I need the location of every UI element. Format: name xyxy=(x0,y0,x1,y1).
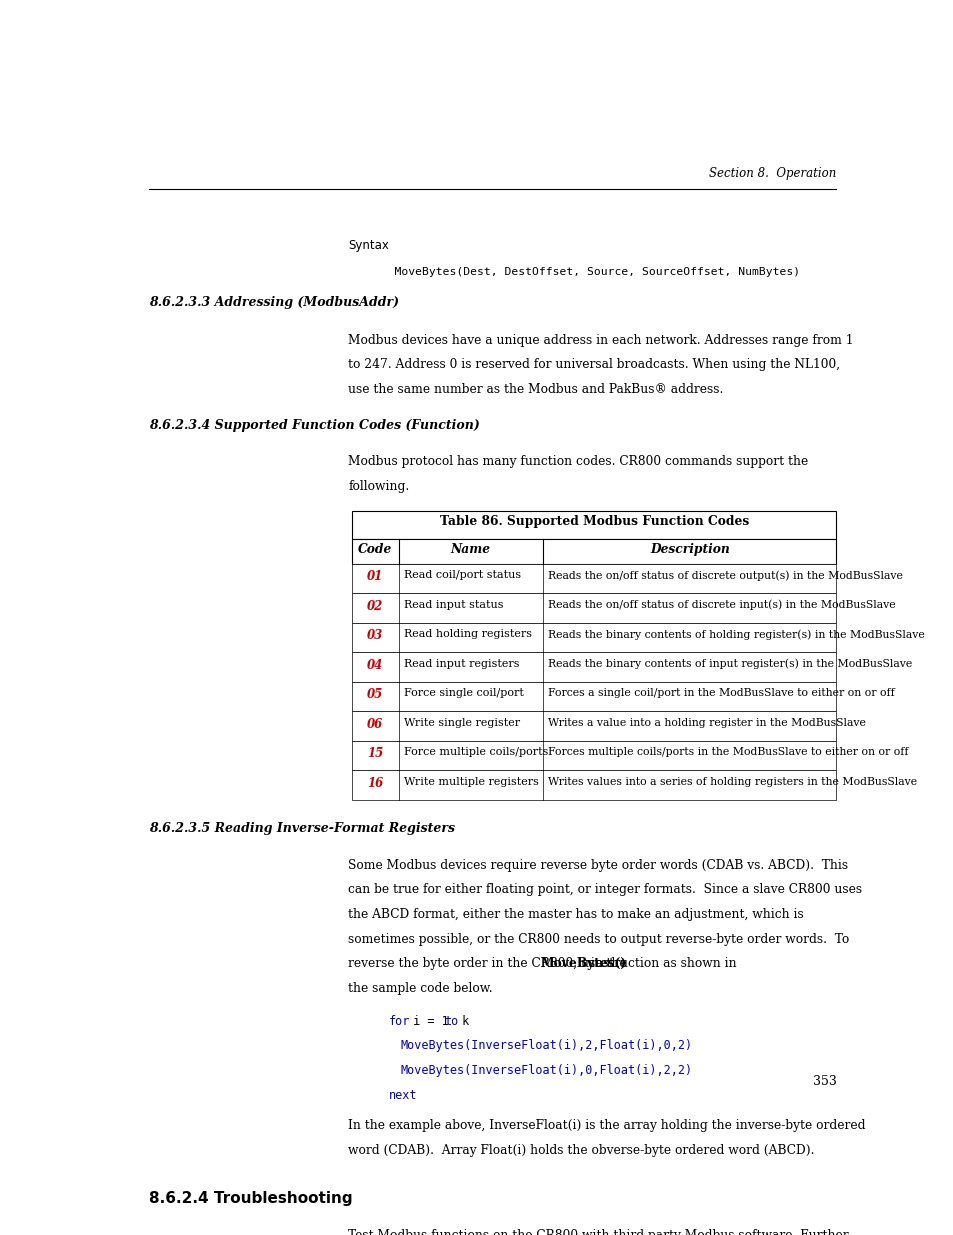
Text: 05: 05 xyxy=(367,688,383,701)
Text: Test Modbus functions on the CR800 with third party Modbus software. Further: Test Modbus functions on the CR800 with … xyxy=(348,1229,848,1235)
Text: 8.6.2.3.4 Supported Function Codes (Function): 8.6.2.3.4 Supported Function Codes (Func… xyxy=(149,419,479,432)
Bar xyxy=(352,563,836,593)
Text: Description: Description xyxy=(649,543,729,556)
Text: Name: Name xyxy=(451,543,490,556)
Text: Table 86. Supported Modbus Function Codes: Table 86. Supported Modbus Function Code… xyxy=(439,515,748,529)
Text: Read input status: Read input status xyxy=(403,600,503,610)
Bar xyxy=(352,741,836,771)
Text: Reads the on/off status of discrete output(s) in the ModBusSlave: Reads the on/off status of discrete outp… xyxy=(547,571,902,580)
Text: Writes a value into a holding register in the ModBusSlave: Writes a value into a holding register i… xyxy=(547,718,865,727)
Text: Modbus protocol has many function codes. CR800 commands support the: Modbus protocol has many function codes.… xyxy=(348,456,808,468)
Text: Forces a single coil/port in the ModBusSlave to either on or off: Forces a single coil/port in the ModBusS… xyxy=(547,688,894,698)
Text: 8.6.2.3.3 Addressing (ModbusAddr): 8.6.2.3.3 Addressing (ModbusAddr) xyxy=(149,295,398,309)
Text: Force multiple coils/ports: Force multiple coils/ports xyxy=(403,747,548,757)
Text: Forces multiple coils/ports in the ModBusSlave to either on or off: Forces multiple coils/ports in the ModBu… xyxy=(547,747,907,757)
Text: reverse the byte order in the CR800, use the: reverse the byte order in the CR800, use… xyxy=(348,957,630,971)
Text: 15: 15 xyxy=(367,747,383,761)
Text: to: to xyxy=(443,1014,457,1028)
Bar xyxy=(352,682,836,711)
Text: to 247. Address 0 is reserved for universal broadcasts. When using the NL100,: to 247. Address 0 is reserved for univer… xyxy=(348,358,840,372)
Text: Reads the on/off status of discrete input(s) in the ModBusSlave: Reads the on/off status of discrete inpu… xyxy=(547,600,895,610)
Text: next: next xyxy=(389,1089,417,1102)
Text: 16: 16 xyxy=(367,777,383,789)
Text: word (CDAB).  Array Float(i) holds the obverse-byte ordered word (ABCD).: word (CDAB). Array Float(i) holds the ob… xyxy=(348,1144,814,1157)
Text: Read coil/port status: Read coil/port status xyxy=(403,571,520,580)
Text: Force single coil/port: Force single coil/port xyxy=(403,688,523,698)
Text: 03: 03 xyxy=(367,630,383,642)
Text: Reads the binary contents of holding register(s) in the ModBusSlave: Reads the binary contents of holding reg… xyxy=(547,630,923,640)
Text: Writes values into a series of holding registers in the ModBusSlave: Writes values into a series of holding r… xyxy=(547,777,916,787)
Bar xyxy=(352,771,836,799)
Text: Read input registers: Read input registers xyxy=(403,658,518,669)
Text: k: k xyxy=(455,1014,469,1028)
Text: Some Modbus devices require reverse byte order words (CDAB vs. ABCD).  This: Some Modbus devices require reverse byte… xyxy=(348,858,847,872)
Text: the ABCD format, either the master has to make an adjustment, which is: the ABCD format, either the master has t… xyxy=(348,908,803,921)
Text: i = 1: i = 1 xyxy=(405,1014,455,1028)
Text: 353: 353 xyxy=(812,1076,836,1088)
Text: Reads the binary contents of input register(s) in the ModBusSlave: Reads the binary contents of input regis… xyxy=(547,658,911,669)
Bar xyxy=(352,711,836,741)
Text: Write single register: Write single register xyxy=(403,718,519,727)
Text: 04: 04 xyxy=(367,658,383,672)
Text: following.: following. xyxy=(348,480,409,493)
Text: for: for xyxy=(389,1014,410,1028)
Text: Syntax: Syntax xyxy=(348,238,389,252)
Bar xyxy=(352,652,836,682)
Text: Modbus devices have a unique address in each network. Addresses range from 1: Modbus devices have a unique address in … xyxy=(348,333,853,347)
Text: instruction as shown in: instruction as shown in xyxy=(586,957,736,971)
Text: Read holding registers: Read holding registers xyxy=(403,630,532,640)
Text: sometimes possible, or the CR800 needs to output reverse-byte order words.  To: sometimes possible, or the CR800 needs t… xyxy=(348,932,849,946)
Text: 02: 02 xyxy=(367,600,383,613)
Bar xyxy=(352,538,836,563)
Text: Write multiple registers: Write multiple registers xyxy=(403,777,538,787)
Text: In the example above, InverseFloat(i) is the array holding the inverse-byte orde: In the example above, InverseFloat(i) is… xyxy=(348,1119,865,1132)
Text: MoveBytes(Dest, DestOffset, Source, SourceOffset, NumBytes): MoveBytes(Dest, DestOffset, Source, Sour… xyxy=(367,267,800,277)
Text: the sample code below.: the sample code below. xyxy=(348,982,493,995)
Bar xyxy=(352,622,836,652)
Text: 01: 01 xyxy=(367,571,383,583)
Bar xyxy=(352,510,836,538)
Text: use the same number as the Modbus and PakBus® address.: use the same number as the Modbus and Pa… xyxy=(348,383,723,396)
Text: 06: 06 xyxy=(367,718,383,731)
Text: MoveBytes(InverseFloat(i),2,Float(i),0,2): MoveBytes(InverseFloat(i),2,Float(i),0,2… xyxy=(399,1039,692,1052)
Text: 8.6.2.4 Troubleshooting: 8.6.2.4 Troubleshooting xyxy=(149,1192,352,1207)
Text: MoveBytes(): MoveBytes() xyxy=(539,957,626,971)
Text: Code: Code xyxy=(358,543,392,556)
Text: can be true for either floating point, or integer formats.  Since a slave CR800 : can be true for either floating point, o… xyxy=(348,883,862,897)
Text: Section 8.  Operation: Section 8. Operation xyxy=(708,167,836,179)
Text: 8.6.2.3.5 Reading Inverse-Format Registers: 8.6.2.3.5 Reading Inverse-Format Registe… xyxy=(149,823,455,835)
Text: MoveBytes(InverseFloat(i),0,Float(i),2,2): MoveBytes(InverseFloat(i),0,Float(i),2,2… xyxy=(399,1065,692,1077)
Bar xyxy=(352,593,836,622)
